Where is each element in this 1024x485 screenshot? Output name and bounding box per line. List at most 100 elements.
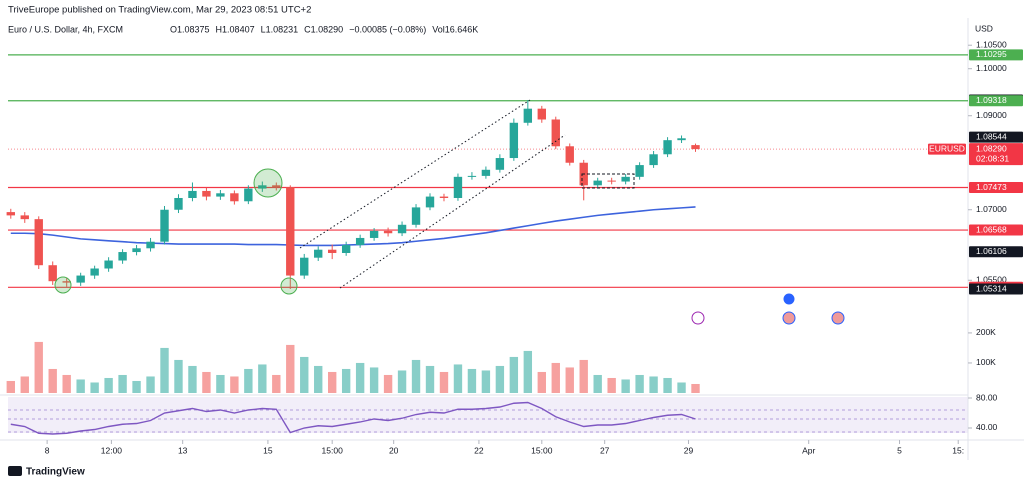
volume-bar (649, 376, 658, 393)
candle-body (258, 185, 267, 189)
volume-bar (286, 344, 295, 393)
volume-bar (635, 374, 644, 393)
volume-bar (593, 374, 602, 393)
event-icon[interactable] (831, 311, 845, 325)
volume-bar (90, 382, 99, 393)
candle-body (48, 265, 57, 282)
price-badge (969, 224, 1023, 236)
price-badge-label: 1.10295 (976, 49, 1007, 59)
price-badge (969, 283, 1023, 295)
volume-bar (104, 377, 113, 393)
volume-bar (677, 382, 686, 393)
volume-bar (411, 359, 421, 393)
candle-body (355, 237, 365, 245)
candle-body (90, 268, 99, 276)
candle-body (383, 230, 393, 234)
volume-bar (565, 367, 574, 393)
candle-body (439, 196, 449, 198)
candle-body (160, 209, 169, 242)
channel-line (299, 99, 531, 249)
volume-bar (20, 376, 29, 393)
symbol: Euro / U.S. Dollar, 4h, FXCM (8, 24, 123, 34)
volume-bar (188, 365, 197, 393)
rsi-band (8, 397, 968, 433)
volume-tick-label: 200K (976, 327, 996, 337)
price-badge (969, 182, 1023, 194)
x-tick-label: 22 (474, 445, 484, 455)
price-badge-label: 1.05314 (976, 283, 1007, 293)
event-icon[interactable] (691, 311, 705, 325)
price-badge (969, 95, 1023, 107)
candle-body (6, 212, 15, 216)
event-icon[interactable] (782, 311, 796, 325)
volume-bar (691, 383, 700, 393)
header: TriveEurope published on TradingView.com… (8, 5, 311, 16)
volume-bar (118, 374, 127, 393)
volume-bar (132, 380, 141, 393)
volume-bar (76, 379, 85, 393)
volume-bar (146, 376, 155, 393)
candle-body (425, 196, 435, 208)
volume-bar (607, 377, 616, 393)
x-tick-label: 15 (263, 445, 273, 455)
volume-bar (230, 376, 239, 393)
candle-body (523, 108, 533, 123)
volume-bar (48, 368, 57, 393)
x-tick-label: 20 (389, 445, 399, 455)
price-badge-label: 1.09318 (976, 95, 1007, 105)
x-tick-label: 15:00 (322, 445, 344, 455)
x-tick-label: 8 (45, 445, 50, 455)
candle-body (216, 193, 225, 197)
candle-body (607, 180, 616, 182)
candle-body (481, 169, 491, 176)
price-badge-label: 1.06568 (976, 224, 1007, 234)
ohlc-value: Vol16.646K (432, 24, 478, 34)
price-badge-label: 1.06106 (976, 246, 1007, 256)
range-box (581, 173, 635, 189)
y-tick-label: 1.10500 (976, 39, 1007, 49)
drawings (299, 99, 635, 289)
rsi-line (10, 401, 696, 435)
volume-bar (300, 356, 309, 393)
volume-bar (495, 365, 505, 393)
x-tick-label: 12:00 (101, 445, 123, 455)
ohlc-value: L1.08231 (261, 24, 299, 34)
candle-body (509, 122, 519, 159)
volume-bar (537, 371, 546, 393)
candle-body (341, 245, 351, 253)
candle-body (635, 165, 644, 177)
volume-bar (509, 356, 519, 393)
candle-body (202, 190, 211, 197)
volume-bar (663, 377, 672, 393)
candle-body (272, 185, 281, 188)
volume-bar (467, 368, 477, 393)
logo (8, 466, 22, 476)
y-tick-label: 1.05500 (976, 275, 1007, 285)
x-tick-label: 15:00 (531, 445, 553, 455)
volume-bar (579, 359, 588, 393)
y-tick-label: 1.07000 (976, 204, 1007, 214)
y-tick-label: 1.09000 (976, 110, 1007, 120)
footer: TradingView (26, 467, 85, 478)
volume-bar (202, 371, 211, 393)
candle-body (551, 119, 560, 147)
candle-body (677, 138, 686, 141)
x-tick-label: 27 (600, 445, 610, 455)
candle-body (146, 241, 155, 249)
candle-body (328, 249, 337, 253)
volume-bar (523, 350, 533, 393)
highlight-circle (280, 277, 298, 295)
volume-bar (272, 374, 281, 393)
x-tick-label: 13 (178, 445, 188, 455)
volume-tick-label: 100K (976, 357, 996, 367)
candle-body (62, 281, 71, 283)
volume-bar (244, 368, 253, 393)
candle-body (397, 224, 407, 234)
highlight-circle (54, 276, 72, 294)
ohlc-value: O1.08375 (170, 24, 210, 34)
ohlc-value: −0.00085 (−0.08%) (349, 24, 426, 34)
candle-body (76, 275, 85, 283)
ohlc-value: C1.08290 (304, 24, 343, 34)
candle-body (314, 249, 323, 258)
event-icon[interactable] (782, 292, 796, 306)
